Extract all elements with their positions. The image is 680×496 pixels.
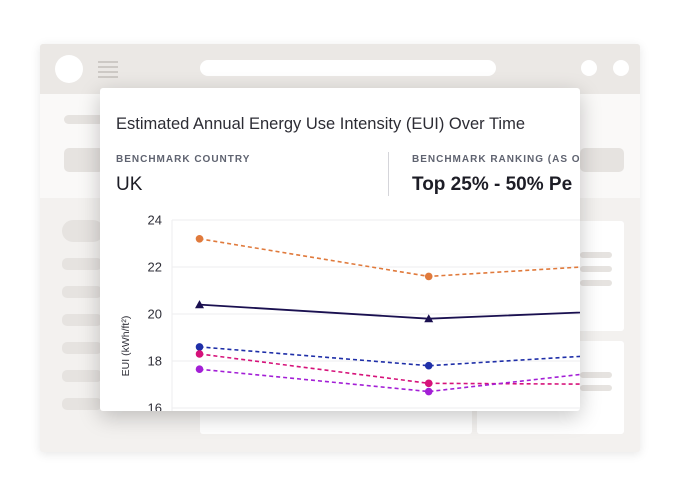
background-placeholder-bar	[64, 148, 104, 172]
panel-title: Estimated Annual Energy Use Intensity (E…	[116, 115, 525, 133]
data-point-orange	[195, 235, 204, 243]
y-tick-label: 16	[148, 401, 162, 412]
eui-line-chart: 24 22 20 18 16 EUI (kWh/ft²)	[120, 213, 580, 412]
background-placeholder-bar	[64, 115, 104, 124]
background-action-dot[interactable]	[613, 60, 629, 76]
benchmark-ranking-value: Top 25% - 50% Pe	[412, 174, 573, 195]
hamburger-menu-icon[interactable]	[98, 61, 118, 78]
background-placeholder-bar	[580, 266, 612, 272]
y-tick-label: 22	[148, 260, 162, 275]
data-point-purple	[195, 365, 204, 374]
y-axis-label: EUI (kWh/ft²)	[120, 316, 132, 377]
background-placeholder-bar	[580, 252, 612, 258]
data-point-orange	[424, 272, 433, 281]
eui-panel: Estimated Annual Energy Use Intensity (E…	[100, 88, 580, 411]
series-line-orange	[199, 238, 580, 278]
data-point-blue	[195, 343, 204, 351]
data-point-magenta	[424, 379, 433, 388]
data-point-navy	[424, 314, 434, 323]
stat-divider	[388, 152, 389, 196]
background-placeholder-bar	[580, 280, 612, 286]
background-topbar	[40, 44, 640, 94]
data-point-blue	[424, 361, 433, 370]
benchmark-country-label: BENCHMARK COUNTRY	[116, 154, 251, 165]
background-placeholder-bar	[580, 148, 624, 172]
background-search-bar[interactable]	[200, 60, 496, 76]
y-tick-label: 18	[148, 354, 162, 369]
background-placeholder-bar	[62, 286, 102, 298]
data-point-purple	[424, 387, 433, 396]
series-line-navy	[199, 303, 580, 320]
data-point-navy	[195, 300, 205, 309]
background-placeholder-bar	[62, 370, 102, 382]
background-action-dot[interactable]	[581, 60, 597, 76]
series-line-magenta	[199, 353, 580, 385]
benchmark-ranking-label: BENCHMARK RANKING (AS OF	[412, 154, 580, 165]
avatar[interactable]	[55, 55, 83, 83]
y-tick-label: 24	[148, 213, 162, 228]
background-placeholder-bar	[580, 385, 612, 391]
background-placeholder-bar	[62, 258, 102, 270]
background-placeholder-bar	[62, 314, 102, 326]
background-placeholder-bar	[62, 342, 102, 354]
y-tick-label: 20	[148, 307, 162, 322]
series-line-blue	[199, 346, 580, 367]
background-placeholder-bar	[62, 398, 102, 410]
background-placeholder-bar	[62, 220, 104, 242]
background-placeholder-bar	[580, 372, 612, 378]
benchmark-country-value: UK	[116, 174, 143, 195]
data-point-magenta	[195, 350, 204, 358]
